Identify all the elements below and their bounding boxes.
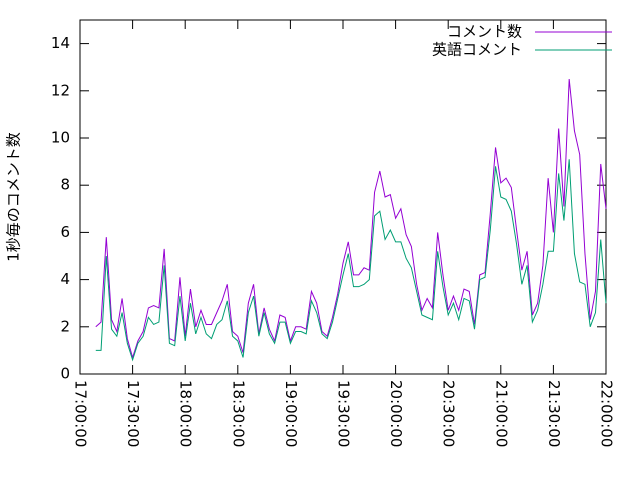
y-tick-label: 12 bbox=[51, 81, 70, 99]
x-tick-label: 17:30:00 bbox=[124, 380, 142, 447]
y-tick-label: 6 bbox=[60, 223, 70, 241]
y-axis-label: 1秒毎のコメント数 bbox=[5, 132, 23, 262]
legend-label: コメント数 bbox=[447, 23, 522, 41]
legend-label: 英語コメント bbox=[432, 41, 522, 59]
x-tick-label: 21:30:00 bbox=[545, 380, 563, 447]
y-tick-label: 8 bbox=[60, 176, 70, 194]
y-tick-label: 4 bbox=[60, 270, 70, 288]
y-tick-label: 10 bbox=[51, 129, 70, 147]
x-tick-label: 18:00:00 bbox=[177, 380, 195, 447]
series-line bbox=[95, 78, 607, 360]
x-tick-label: 19:00:00 bbox=[282, 380, 300, 447]
y-tick-label: 14 bbox=[51, 34, 70, 52]
x-tick-label: 19:30:00 bbox=[335, 380, 353, 447]
x-tick-label: 20:30:00 bbox=[440, 380, 458, 447]
plot-frame bbox=[79, 19, 607, 375]
y-tick-label: 0 bbox=[60, 365, 70, 383]
x-tick-label: 22:00:00 bbox=[598, 380, 616, 447]
x-tick-label: 20:00:00 bbox=[387, 380, 405, 447]
y-tick-label: 2 bbox=[60, 317, 70, 335]
x-tick-label: 18:30:00 bbox=[229, 380, 247, 447]
x-tick-label: 21:00:00 bbox=[492, 380, 510, 447]
series-line bbox=[95, 159, 607, 362]
x-tick-label: 17:00:00 bbox=[72, 380, 90, 447]
